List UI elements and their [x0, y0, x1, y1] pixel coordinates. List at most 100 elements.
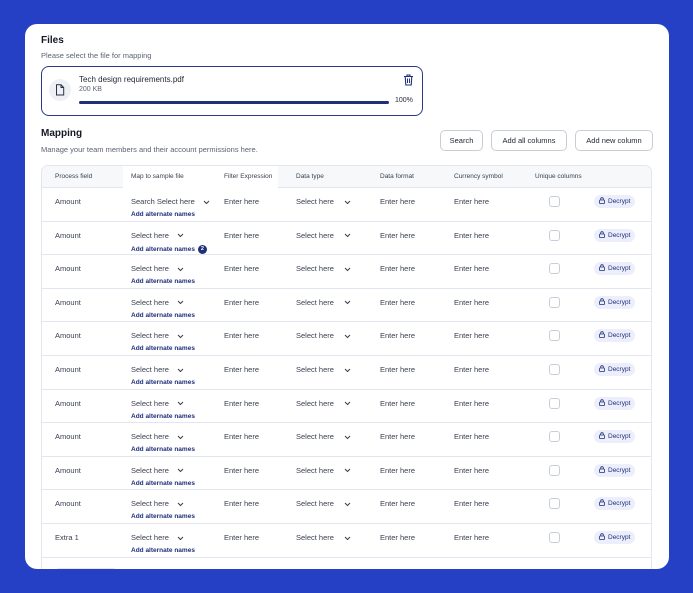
data-type-select[interactable]: Select here: [296, 365, 351, 374]
data-format-input[interactable]: Enter here: [380, 465, 416, 475]
currency-symbol-input[interactable]: Enter here: [454, 297, 490, 307]
trash-icon[interactable]: [403, 73, 414, 86]
decrypt-button[interactable]: Decrypt: [594, 363, 636, 376]
add-alternate-names-link[interactable]: Add alternate names: [131, 446, 195, 453]
unique-column-checkbox[interactable]: [549, 532, 560, 543]
map-to-sample-select[interactable]: Search Select here: [131, 197, 210, 206]
main-card: Files Please select the file for mapping…: [25, 24, 669, 569]
unique-column-checkbox[interactable]: [549, 196, 560, 207]
decrypt-label: Decrypt: [608, 265, 631, 273]
filter-expression-input[interactable]: Enter here: [224, 465, 260, 475]
currency-symbol-input[interactable]: Enter here: [454, 432, 490, 442]
decrypt-button[interactable]: Decrypt: [594, 497, 636, 511]
map-select-value: Select here: [131, 398, 169, 408]
currency-symbol-input[interactable]: Enter here: [454, 331, 490, 341]
data-format-input[interactable]: Enter here: [380, 398, 416, 408]
filter-expression-input[interactable]: Enter here: [224, 197, 260, 206]
add-alternate-names-link[interactable]: Add alternate names: [131, 413, 195, 420]
data-type-select[interactable]: Select here: [296, 432, 351, 441]
currency-symbol-input[interactable]: Enter here: [454, 264, 490, 274]
unique-column-checkbox[interactable]: [549, 364, 560, 375]
unique-column-checkbox[interactable]: [549, 498, 560, 510]
currency-symbol-input[interactable]: Enter here: [454, 533, 490, 542]
filter-expression-input[interactable]: Enter here: [224, 365, 260, 374]
add-new-column-button[interactable]: Add new column: [575, 130, 653, 151]
data-format-input[interactable]: Enter here: [380, 197, 416, 206]
data-format-input[interactable]: Enter here: [380, 499, 416, 509]
filter-expression-input[interactable]: Enter here: [224, 398, 260, 408]
map-to-sample-select[interactable]: Select here: [131, 231, 184, 240]
unique-column-checkbox[interactable]: [549, 330, 560, 342]
currency-symbol-input[interactable]: Enter here: [454, 197, 490, 206]
currency-symbol-input[interactable]: Enter here: [454, 230, 490, 240]
data-format-input[interactable]: Enter here: [380, 331, 416, 341]
add-alternate-names-link[interactable]: Add alternate names: [131, 379, 195, 386]
map-to-sample-select[interactable]: Select here: [131, 331, 184, 340]
unique-column-checkbox[interactable]: [549, 464, 560, 476]
map-to-sample-select[interactable]: Select here: [131, 466, 184, 475]
unique-column-checkbox[interactable]: [549, 296, 560, 308]
currency-symbol-input[interactable]: Enter here: [454, 499, 490, 509]
add-alternate-names-link[interactable]: Add alternate names: [131, 547, 195, 554]
add-alternate-names-link[interactable]: Add alternate names: [131, 211, 195, 218]
add-alternate-names-link[interactable]: Add alternate names 2: [131, 244, 207, 254]
decrypt-button[interactable]: Decrypt: [594, 195, 636, 208]
map-to-sample-select[interactable]: Select here: [131, 264, 184, 273]
data-type-select[interactable]: Select here: [296, 399, 351, 408]
map-to-sample-select[interactable]: Select here: [131, 533, 184, 542]
data-type-select[interactable]: Select here: [296, 466, 351, 475]
add-alternate-names-link[interactable]: Add alternate names: [131, 480, 195, 487]
decrypt-button[interactable]: Decrypt: [594, 531, 636, 544]
currency-symbol-input[interactable]: Enter here: [454, 398, 490, 408]
chevron-down-icon: [177, 466, 184, 475]
filter-expression-input[interactable]: Enter here: [224, 331, 260, 341]
data-format-input[interactable]: Enter here: [380, 432, 416, 442]
add-alternate-names-link[interactable]: Add alternate names: [131, 513, 195, 520]
unique-column-checkbox[interactable]: [549, 431, 560, 443]
search-button[interactable]: Search: [440, 130, 483, 151]
mapping-subtitle: Manage your team members and their accou…: [41, 145, 258, 154]
data-type-select[interactable]: Select here: [296, 231, 351, 240]
process-field-value: Amount: [55, 365, 81, 374]
decrypt-button[interactable]: Decrypt: [594, 396, 636, 410]
data-type-select[interactable]: Select here: [296, 499, 351, 508]
filter-expression-input[interactable]: Enter here: [224, 230, 260, 240]
unique-column-checkbox[interactable]: [549, 397, 560, 409]
filter-expression-input[interactable]: Enter here: [224, 432, 260, 442]
map-to-sample-select[interactable]: Select here: [131, 432, 184, 441]
map-to-sample-select[interactable]: Select here: [131, 365, 184, 374]
data-type-select[interactable]: Select here: [296, 197, 351, 206]
data-format-input[interactable]: Enter here: [380, 365, 416, 374]
unique-column-checkbox[interactable]: [549, 263, 560, 275]
decrypt-button[interactable]: Decrypt: [594, 295, 636, 309]
filter-expression-input[interactable]: Enter here: [224, 533, 260, 542]
data-format-input[interactable]: Enter here: [380, 230, 416, 240]
data-type-select[interactable]: Select here: [296, 533, 351, 542]
file-name: Tech design requirements.pdf: [79, 75, 184, 84]
data-format-input[interactable]: Enter here: [380, 297, 416, 307]
decrypt-button[interactable]: Decrypt: [594, 329, 636, 343]
data-format-input[interactable]: Enter here: [380, 264, 416, 274]
data-format-input[interactable]: Enter here: [380, 533, 416, 542]
decrypt-button[interactable]: Decrypt: [594, 430, 636, 444]
add-alternate-names-link[interactable]: Add alternate names: [131, 278, 195, 285]
filter-expression-input[interactable]: Enter here: [224, 297, 260, 307]
filter-expression-input[interactable]: Enter here: [224, 499, 260, 509]
add-all-columns-button[interactable]: Add all columns: [491, 130, 567, 151]
currency-symbol-input[interactable]: Enter here: [454, 465, 490, 475]
data-type-select[interactable]: Select here: [296, 264, 351, 273]
uploaded-file-card[interactable]: Tech design requirements.pdf 200 KB 100%: [41, 66, 423, 116]
add-alternate-names-link[interactable]: Add alternate names: [131, 345, 195, 352]
unique-column-checkbox[interactable]: [549, 229, 560, 241]
map-to-sample-select[interactable]: Select here: [131, 499, 184, 508]
data-type-select[interactable]: Select here: [296, 298, 351, 307]
data-type-select[interactable]: Select here: [296, 331, 351, 340]
filter-expression-input[interactable]: Enter here: [224, 264, 260, 274]
decrypt-button[interactable]: Decrypt: [594, 262, 636, 276]
decrypt-button[interactable]: Decrypt: [594, 228, 636, 242]
map-to-sample-select[interactable]: Select here: [131, 298, 184, 307]
currency-symbol-input[interactable]: Enter here: [454, 365, 490, 374]
map-to-sample-select[interactable]: Select here: [131, 399, 184, 408]
add-alternate-names-link[interactable]: Add alternate names: [131, 312, 195, 319]
decrypt-button[interactable]: Decrypt: [594, 463, 636, 477]
